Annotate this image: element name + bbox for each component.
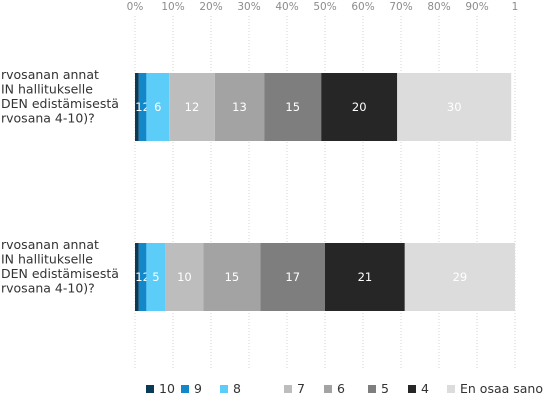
bar-segment bbox=[404, 243, 515, 311]
bar-segment bbox=[214, 73, 265, 141]
data-label: 17 bbox=[285, 270, 300, 284]
data-label: 15 bbox=[285, 100, 300, 114]
legend-swatch bbox=[284, 385, 292, 393]
legend-label: 8 bbox=[233, 381, 241, 396]
x-tick-label: 0% bbox=[127, 1, 144, 13]
legend-swatch bbox=[146, 385, 154, 393]
category-label-line: DEN edistämisestä bbox=[1, 266, 119, 281]
bar-segment bbox=[264, 73, 322, 141]
legend-label: 5 bbox=[381, 381, 389, 396]
legend-item: En osaa sano bbox=[447, 381, 543, 396]
x-tick-label: 60% bbox=[351, 1, 374, 13]
data-label: 12 bbox=[135, 270, 150, 284]
legend-label: 9 bbox=[194, 381, 202, 396]
data-label: 29 bbox=[453, 270, 468, 284]
legend-swatch bbox=[220, 385, 228, 393]
x-tick-label: 70% bbox=[389, 1, 412, 13]
data-label: 20 bbox=[352, 100, 367, 114]
legend-item: 6 bbox=[324, 381, 345, 396]
legend-item: 8 bbox=[220, 381, 241, 396]
legend-item: 10 bbox=[146, 381, 175, 396]
legend-item: 5 bbox=[368, 381, 389, 396]
category-label-line: rvosanan annat bbox=[1, 237, 99, 252]
bar-segment bbox=[138, 73, 147, 141]
legend-swatch bbox=[408, 385, 416, 393]
category-label-line: rvosana 4-10)? bbox=[1, 281, 95, 296]
category-label-line: DEN edistämisestä bbox=[1, 96, 119, 111]
legend-label: 10 bbox=[159, 381, 175, 396]
legend-label: 6 bbox=[337, 381, 345, 396]
category-label-line: rvosana 4-10)? bbox=[1, 111, 95, 126]
bar-segment bbox=[146, 73, 170, 141]
x-tick-label: 30% bbox=[237, 1, 260, 13]
data-label: 12 bbox=[135, 100, 150, 114]
legend-swatch bbox=[181, 385, 189, 393]
category-label-line: IN hallitukselle bbox=[1, 82, 93, 97]
x-tick-label: 90% bbox=[465, 1, 488, 13]
data-label: 15 bbox=[225, 270, 240, 284]
bar-segment bbox=[146, 243, 166, 311]
legend-swatch bbox=[324, 385, 332, 393]
bar-segment bbox=[397, 73, 512, 141]
bar-segment bbox=[165, 243, 204, 311]
bar-segment bbox=[135, 243, 139, 311]
legend-label: En osaa sano bbox=[460, 381, 543, 396]
legend: 10 9 8 7 6 5 4 En osaa sano bbox=[146, 381, 543, 396]
data-label: 21 bbox=[358, 270, 373, 284]
data-label: 5 bbox=[152, 270, 159, 284]
bar-segment bbox=[135, 73, 139, 141]
bar-segment bbox=[203, 243, 261, 311]
x-tick-label: 20% bbox=[199, 1, 222, 13]
x-tick-label: 50% bbox=[313, 1, 336, 13]
legend-item: 4 bbox=[408, 381, 429, 396]
data-label: 13 bbox=[232, 100, 247, 114]
bar-segment bbox=[169, 73, 215, 141]
legend-item: 9 bbox=[181, 381, 202, 396]
data-label: 6 bbox=[154, 100, 161, 114]
category-label-line: rvosanan annat bbox=[1, 67, 99, 82]
legend-label: 7 bbox=[297, 381, 305, 396]
x-tick-label: 10% bbox=[161, 1, 184, 13]
x-tick-label: 40% bbox=[275, 1, 298, 13]
x-tick-label: 1 bbox=[512, 1, 519, 13]
bar-segment bbox=[325, 243, 405, 311]
legend-label: 4 bbox=[421, 381, 429, 396]
category-label-line: IN hallitukselle bbox=[1, 252, 93, 267]
x-tick-label: 80% bbox=[427, 1, 450, 13]
legend-swatch bbox=[447, 385, 455, 393]
bar-segment bbox=[321, 73, 398, 141]
data-label: 12 bbox=[185, 100, 200, 114]
data-label: 30 bbox=[447, 100, 462, 114]
legend-swatch bbox=[368, 385, 376, 393]
bar-segment bbox=[260, 243, 325, 311]
legend-item: 7 bbox=[284, 381, 305, 396]
data-label: 10 bbox=[177, 270, 192, 284]
bar-segment bbox=[138, 243, 147, 311]
